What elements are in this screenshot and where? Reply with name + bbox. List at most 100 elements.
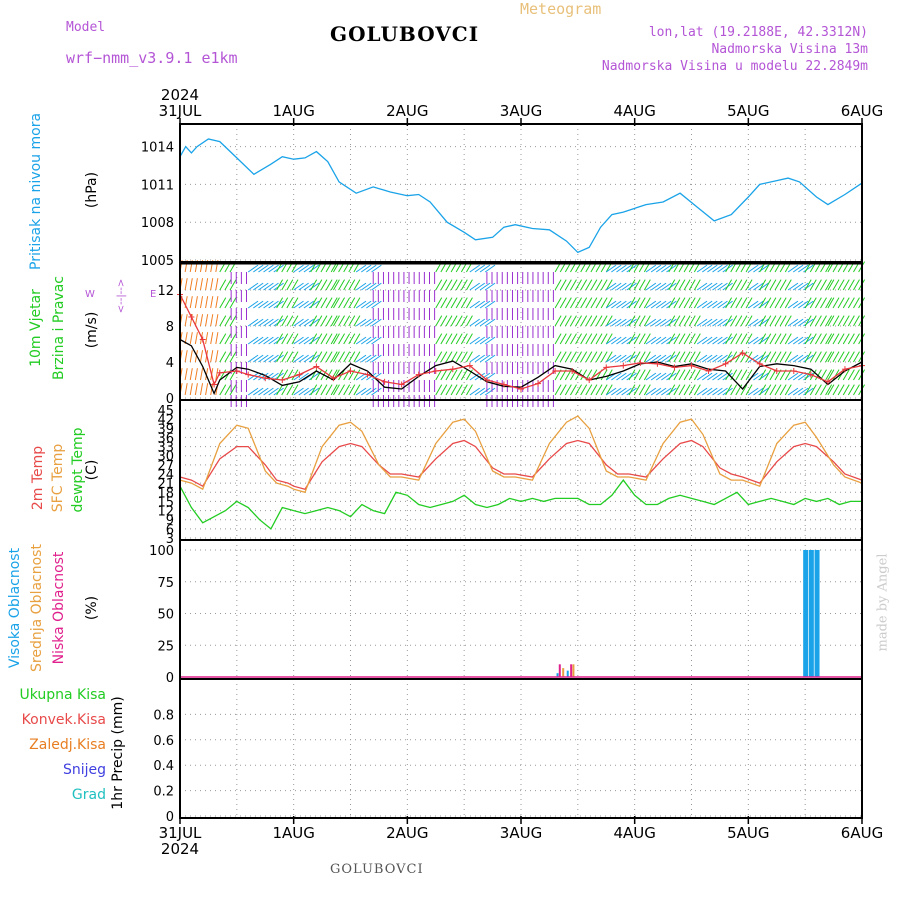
wind-barb (645, 282, 657, 291)
wind-barb (712, 372, 723, 381)
wind-barb (570, 333, 577, 345)
wind-barb (688, 297, 696, 309)
wind-barb (276, 351, 284, 363)
wind-barb (605, 297, 613, 309)
wind-barb (809, 384, 817, 396)
wind-barb (585, 333, 593, 345)
wind-barb (745, 315, 753, 327)
wind-barb (693, 369, 701, 381)
wind-barb (803, 282, 814, 291)
wind-barb (219, 279, 227, 291)
wind-barb (837, 384, 845, 396)
wind-barb (678, 297, 686, 309)
wind-barb (779, 384, 787, 396)
wind-barb (650, 354, 662, 363)
temperature-ytick-label: 30 (157, 450, 174, 465)
temperature-ytick-label: 27 (157, 459, 174, 474)
wind-barb (205, 296, 209, 309)
wind-barb (440, 315, 448, 327)
wind-barb (661, 318, 672, 327)
wind-barb (832, 315, 840, 327)
wind-barb (371, 318, 382, 327)
wind-barb (787, 282, 799, 291)
wind-barb (445, 351, 453, 363)
wind-barb (575, 351, 582, 363)
wind-barb (774, 297, 782, 309)
wind-barb (753, 336, 764, 345)
wind-barb (361, 336, 372, 345)
wind-barb (825, 384, 833, 396)
wind-barb (696, 354, 708, 363)
wind-barb (469, 372, 480, 381)
wind-barb (673, 369, 681, 381)
wind-barb (325, 297, 333, 309)
wind-barb (693, 279, 701, 291)
wind-barb (740, 351, 748, 363)
wind-barb (853, 384, 860, 396)
wind-barb (343, 315, 351, 327)
wind-barb (590, 279, 598, 291)
wind-barb (281, 297, 289, 309)
wind-barb (580, 279, 588, 291)
wind-barb (361, 264, 372, 273)
wind-barb (853, 279, 860, 291)
wind-barb (712, 264, 723, 273)
temperature-ytick-label: 3 (166, 532, 174, 547)
wind-barb (696, 318, 708, 327)
wind-barb (484, 300, 496, 309)
wind-barb (460, 315, 468, 327)
wind-barb (827, 369, 835, 381)
x-tick-bottom: 2AUG (386, 824, 428, 842)
wind-barb (616, 282, 627, 291)
wind-barb (348, 315, 356, 327)
x-tick-top: 1AUG (272, 102, 314, 120)
wind-barb (683, 315, 691, 327)
wind-barb (308, 264, 320, 273)
wind-barb (740, 369, 748, 381)
wind-barb (308, 282, 320, 291)
wind-barb (585, 315, 593, 327)
wind-barb (474, 354, 486, 363)
model-elevation-text: Nadmorska Visina u modelu 22.2849m (601, 59, 868, 74)
cloud-ytick-label: 50 (157, 608, 174, 623)
wind-barb (219, 333, 227, 345)
wind-barb (325, 351, 333, 363)
wind-barb (455, 333, 463, 345)
wind-barb (643, 351, 651, 363)
wind-barb (559, 351, 567, 363)
x-tick-bottom: 3AUG (500, 824, 542, 842)
wind-barb (224, 384, 232, 396)
wind-barb (809, 333, 817, 345)
wind-barb (330, 279, 338, 291)
wind-barb (616, 372, 627, 381)
wind-barb (605, 282, 617, 291)
wind-barb (466, 351, 473, 363)
wind-barb (735, 297, 743, 309)
wind-barb (263, 264, 274, 273)
wind-barb (798, 264, 809, 273)
wind-barb (224, 297, 232, 309)
wind-barb (809, 315, 817, 327)
wind-barb (570, 297, 577, 309)
wind-barb (847, 315, 855, 327)
wind-barb (804, 333, 812, 345)
wind-barb (450, 369, 458, 381)
wind-barb (330, 315, 338, 327)
wind-barb (748, 300, 759, 309)
wind-barb (343, 279, 351, 291)
wind-barb (787, 318, 799, 327)
wind-barb (798, 354, 809, 363)
wind-barb (580, 315, 588, 327)
wind-barb (678, 315, 686, 327)
wind-barb (298, 264, 309, 273)
wind-barb (611, 318, 622, 327)
wind-barb (825, 369, 833, 381)
wind-barb (268, 264, 279, 273)
precipitation-ytick-label: 0.2 (153, 785, 174, 800)
wind-barb (554, 297, 562, 309)
wind-barb (484, 282, 496, 291)
wind-barb (479, 300, 491, 309)
wind-barb (842, 297, 850, 309)
wind-barb (303, 336, 315, 345)
wind-barb (219, 369, 227, 381)
